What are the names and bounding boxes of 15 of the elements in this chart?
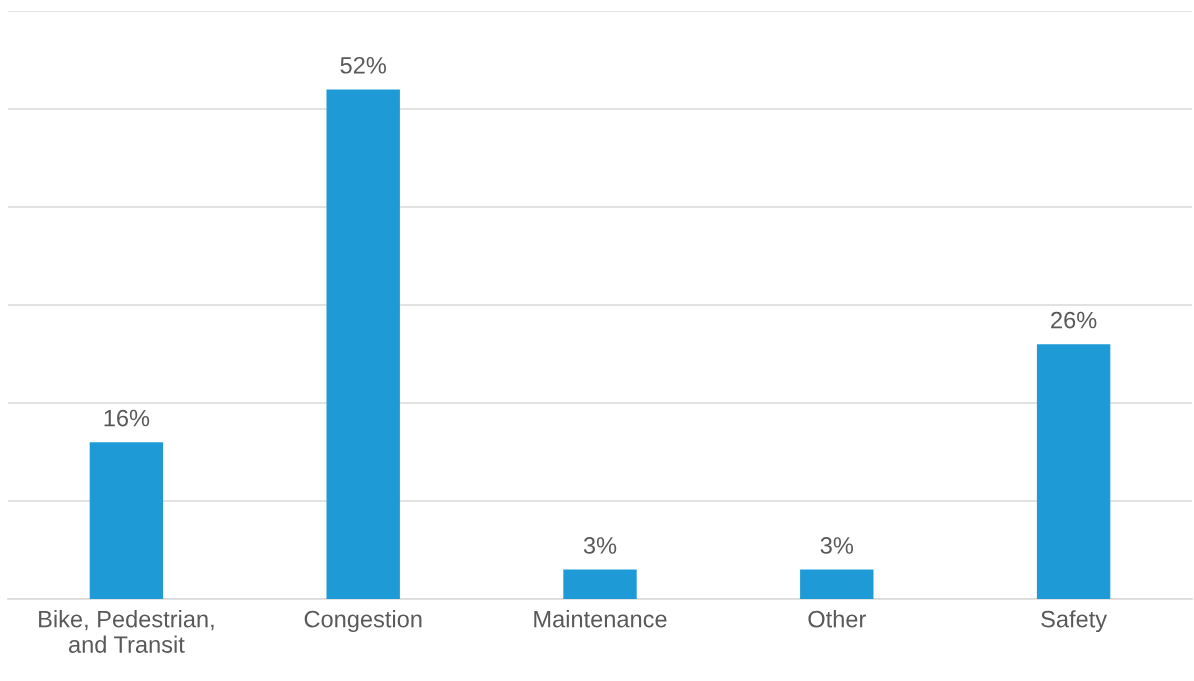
x-tick-label: Maintenance bbox=[534, 610, 667, 628]
bar bbox=[89, 442, 164, 599]
data-label: 16% bbox=[104, 409, 150, 427]
data-label: 3% bbox=[583, 537, 617, 554]
bar bbox=[563, 569, 637, 599]
x-tick-label: Congestion bbox=[304, 610, 422, 633]
bar bbox=[800, 569, 874, 599]
x-tick-label: Bike, Pedestrian, and Transit bbox=[39, 610, 214, 653]
data-label: 3% bbox=[820, 537, 854, 554]
bar bbox=[1036, 344, 1111, 599]
x-tick-label: Safety bbox=[1041, 610, 1108, 633]
data-label: 26% bbox=[1051, 311, 1097, 329]
x-tick-label: Other bbox=[808, 610, 866, 628]
data-label: 52% bbox=[340, 56, 386, 74]
bar bbox=[326, 89, 400, 599]
